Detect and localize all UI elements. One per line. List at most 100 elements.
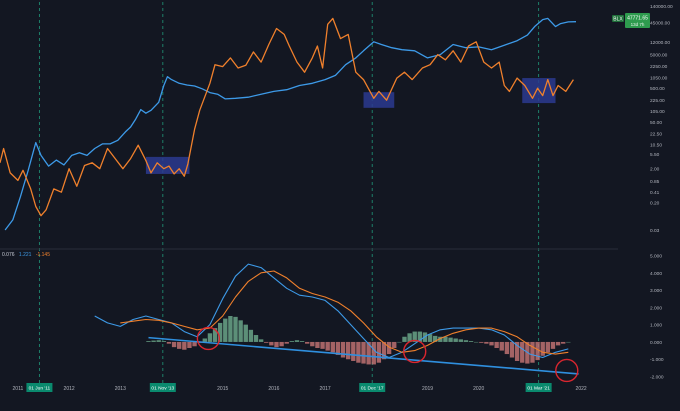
histogram-bar [182, 341, 187, 350]
highlighted-date-label: 01 Mar '21 [527, 386, 550, 392]
orange-oscillator-line [120, 270, 569, 355]
histogram-bar [258, 339, 264, 342]
histogram-bar [294, 340, 300, 342]
highlighted-date-label: 01 Dec '17 [361, 386, 384, 392]
histogram-bar [458, 339, 463, 342]
histogram-bar [243, 324, 248, 342]
price-tick-label: 0.03 [650, 228, 660, 234]
histogram-bar [453, 338, 458, 342]
year-tick-label: 2019 [422, 386, 433, 392]
histogram-bar [202, 338, 207, 342]
price-tick-label: 500.00 [650, 86, 665, 92]
histogram-bar [166, 341, 172, 344]
highlight-boxes [145, 78, 556, 174]
histogram-bar [171, 341, 177, 348]
histogram-bar [279, 341, 284, 347]
histogram-bar [381, 341, 387, 360]
price-tick-label: 12000.00 [650, 40, 670, 46]
histogram-bar [345, 341, 351, 360]
year-tick-label: 2013 [115, 386, 126, 392]
oscillator-tick-label: 2.000 [650, 305, 662, 311]
histogram-bar [274, 341, 279, 348]
year-tick-label: 2017 [320, 386, 331, 392]
year-tick-label: 2011 [13, 386, 24, 392]
histogram-bar [361, 341, 366, 364]
histogram-bar [520, 341, 525, 363]
blue-oscillator-line [94, 263, 569, 359]
legend-value-a: 0.076 [2, 252, 15, 258]
histogram-bar [284, 341, 289, 344]
histogram-bar [545, 341, 551, 353]
histogram-bar [376, 341, 382, 363]
histogram-bar [514, 341, 520, 361]
highlight-box [363, 92, 395, 108]
histogram-bar [407, 333, 412, 342]
annotation-circle [196, 326, 221, 351]
oscillator-tick-label: 4.000 [650, 271, 662, 277]
histogram-bar [386, 341, 392, 355]
price-tick-label: 45000.00 [650, 21, 670, 27]
histogram-bar [484, 341, 489, 344]
oscillator-tick-label: 0.000 [650, 340, 662, 346]
highlighted-date-label: 01 Nov '13 [151, 386, 174, 392]
legend-value-b: 1.221 [19, 252, 32, 258]
histogram-bar [443, 336, 448, 342]
year-tick-label: 2012 [64, 386, 75, 392]
price-badge: BLX 47771.65 13d 7h [612, 13, 650, 28]
date-label-bg [26, 383, 53, 392]
histogram-bar [479, 341, 484, 343]
price-tick-label: 5.50 [650, 152, 660, 158]
histogram-bar [540, 341, 545, 356]
price-tick-label: 1050.00 [650, 75, 668, 81]
legend-values: 0.076 1.221 -1.145 [2, 252, 50, 258]
orange-price-line [0, 17, 574, 217]
histogram-bar [223, 318, 228, 342]
histogram-bar [161, 341, 167, 342]
price-badge-bg [625, 13, 650, 28]
histogram-bar [269, 341, 274, 346]
price-tick-label: 5000.00 [650, 53, 668, 59]
blue-price-line [4, 17, 577, 231]
histogram-bar [463, 340, 469, 342]
price-panel [0, 17, 577, 231]
histogram-bar [146, 341, 151, 342]
histogram-bar [289, 341, 295, 342]
histogram-bar [305, 341, 310, 344]
histogram-bar [253, 335, 259, 342]
histogram-bar [264, 341, 269, 343]
price-tick-label: 10.50 [650, 143, 662, 149]
histogram-bar [310, 341, 315, 347]
histogram-bar [192, 341, 197, 347]
histogram-bar [356, 341, 361, 363]
histogram-bar [489, 341, 494, 346]
histogram-bar [433, 335, 438, 342]
histogram-bar [340, 341, 346, 358]
histogram-bar [473, 341, 479, 343]
histogram-bar [233, 316, 238, 342]
price-tick-label: 0.20 [650, 200, 660, 206]
histogram-bar [397, 341, 402, 343]
year-tick-label: 2016 [268, 386, 279, 392]
histogram-bar [320, 341, 325, 349]
histogram-bar [499, 341, 504, 351]
price-tick-label: 50.00 [650, 120, 662, 126]
histogram-bar [366, 341, 371, 365]
histogram-bar [535, 341, 540, 361]
histogram-bar [325, 341, 330, 351]
histogram-bar [351, 341, 356, 361]
histogram-bar [151, 340, 156, 342]
price-tick-label: 2.00 [650, 167, 660, 173]
oscillator-tick-label: 3.000 [650, 288, 662, 294]
axes: 140000.00 45000.00 12000.00 5000.00 2250.00 1… [13, 4, 673, 392]
support-trendline [148, 336, 579, 375]
histogram-bar [427, 334, 433, 342]
oscillator-tick-label: 5.000 [650, 253, 662, 259]
histogram-bar [555, 341, 561, 346]
histogram-bar [248, 329, 254, 342]
oscillator-panel [94, 263, 579, 383]
histogram-bar [238, 320, 243, 342]
price-tick-label: 2250.00 [650, 64, 668, 70]
histogram-bar [217, 322, 223, 342]
histogram-bar [412, 331, 417, 342]
price-tick-label: 105.00 [650, 109, 665, 115]
